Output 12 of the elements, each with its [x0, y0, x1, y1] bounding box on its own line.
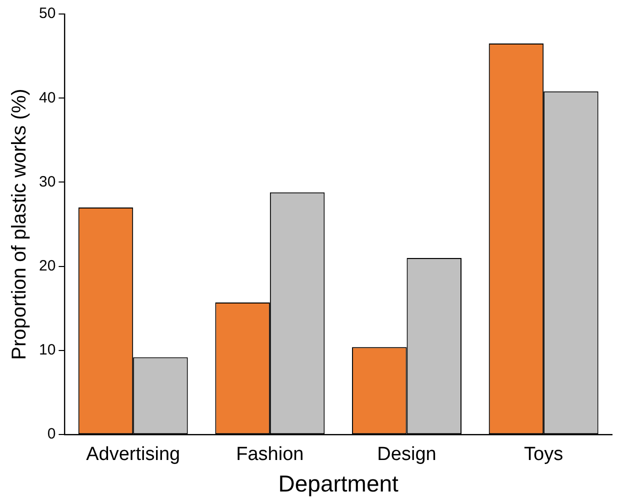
x-tick-label: Design	[377, 444, 436, 466]
x-tick-label: Advertising	[86, 444, 180, 466]
y-tick-label: 40	[38, 89, 56, 106]
y-tick-label: 50	[38, 5, 56, 22]
y-axis-title: Proportion of plastic works (%)	[8, 88, 31, 360]
y-tick-label: 10	[38, 342, 56, 359]
x-tick-label: Toys	[524, 444, 564, 466]
x-axis-title: Department	[278, 470, 400, 497]
y-tick-label: 20	[38, 258, 56, 274]
y-tick-label: 30	[38, 173, 56, 190]
x-tick-label: Fashion	[236, 444, 304, 466]
y-tick-label: 0	[47, 426, 56, 443]
